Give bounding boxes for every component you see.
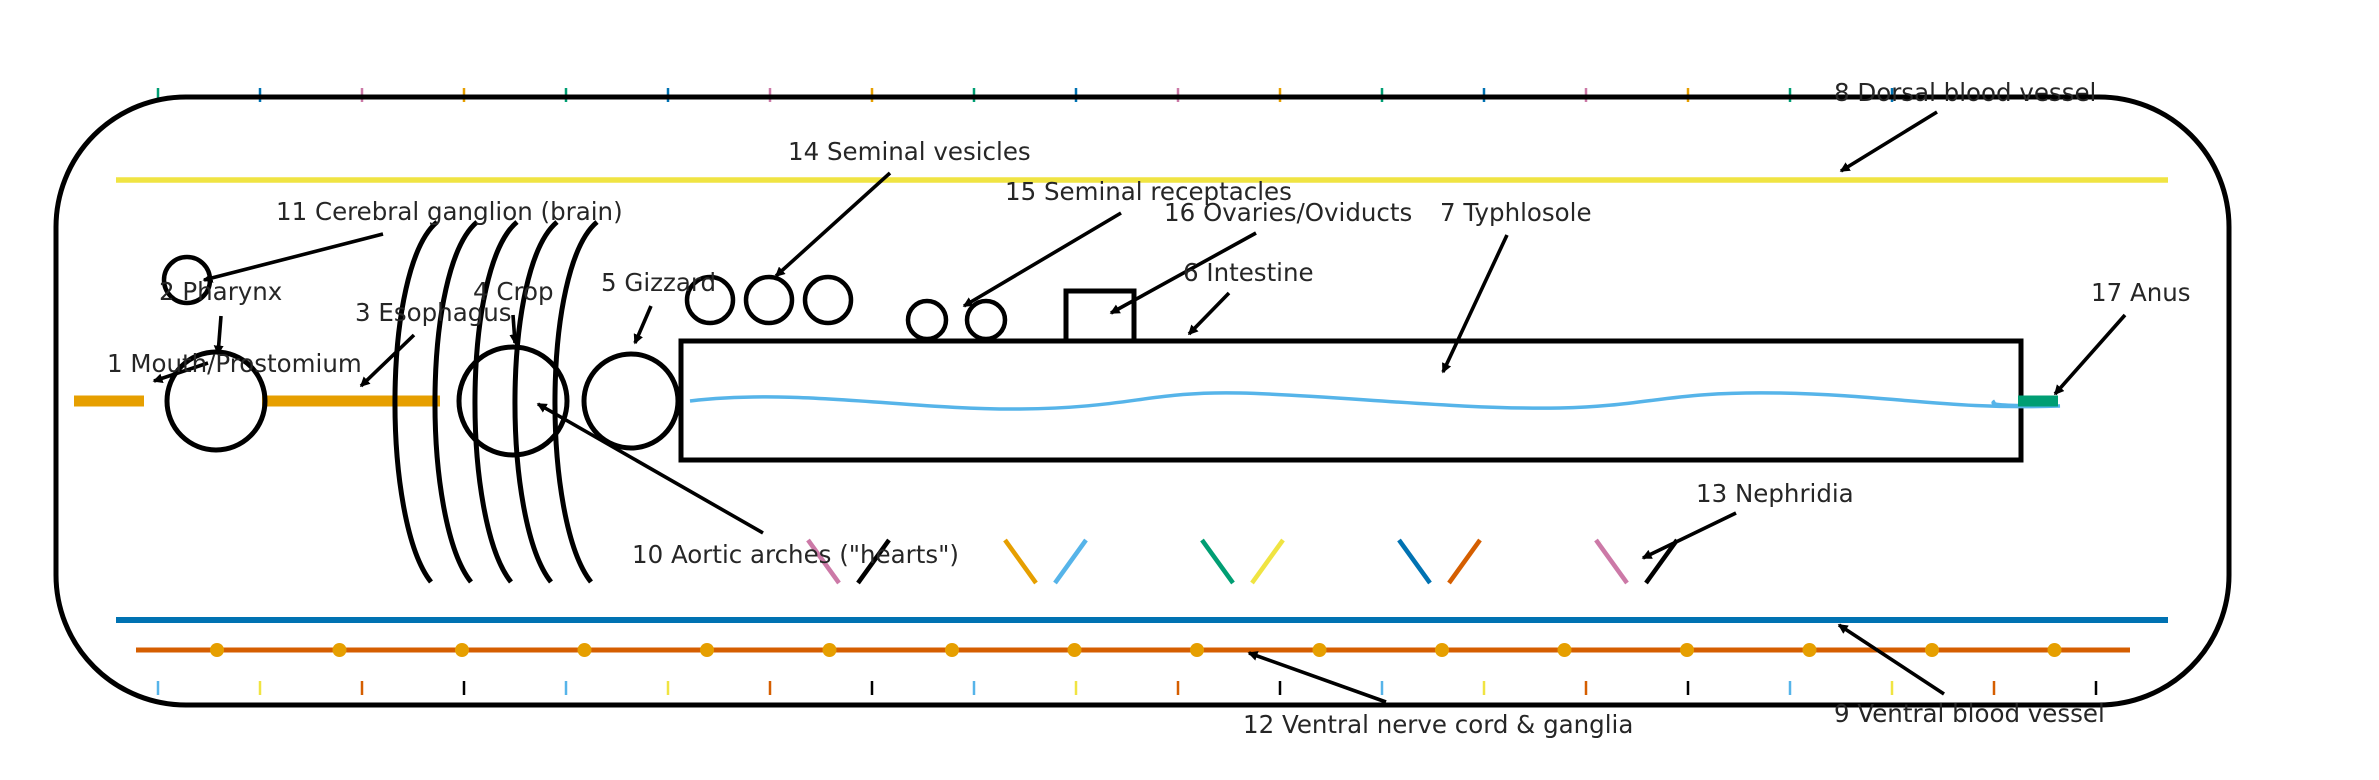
arrow-cerebral-ganglion (202, 232, 384, 283)
label-crop: 4 Crop (473, 277, 554, 306)
ganglion-dot (1190, 643, 1204, 657)
arrow-intestine (1187, 291, 1231, 336)
label-dorsal-vessel: 8 Dorsal blood vessel (1834, 78, 2096, 107)
seminal-vesicle-1 (684, 274, 736, 326)
label-mouth: 1 Mouth/Prostomium (107, 349, 362, 378)
arrow-aortic-arches (536, 402, 764, 535)
aortic-arches-group (392, 220, 599, 584)
nephridium (856, 538, 891, 585)
ganglion-dot (2047, 643, 2062, 657)
aortic-arch-3 (472, 220, 519, 584)
arrow-anus (2053, 313, 2127, 396)
ganglion-dot (822, 643, 837, 657)
nephridium (806, 538, 841, 585)
arrow-seminal-receptacles (962, 211, 1122, 308)
arrow-seminal-vesicles (774, 171, 892, 278)
arrow-nerve-cord (1247, 651, 1387, 704)
arrow-crop (509, 314, 520, 345)
nephridium (1003, 538, 1038, 585)
ganglion-dot (577, 643, 592, 657)
seminal-vesicle-2 (743, 274, 795, 326)
typhlosole-wave (689, 391, 2061, 411)
seminal-receptacle-1 (905, 298, 949, 342)
arrow-nephridia (1641, 511, 1737, 560)
ganglion-dot (1925, 643, 1939, 657)
ganglion-dot (945, 643, 959, 657)
ganglion-dot (1312, 643, 1327, 657)
label-anus: 17 Anus (2091, 278, 2191, 307)
label-ventral-vessel: 9 Ventral blood vessel (1834, 699, 2105, 728)
nephridium (1200, 538, 1235, 585)
labels: 1 Mouth/Prostomium 2 Pharynx 3 Esophagus… (107, 78, 2191, 739)
label-seminal-vesicles: 14 Seminal vesicles (788, 137, 1031, 166)
arrow-ventral-vessel (1837, 623, 1945, 696)
label-pharynx: 2 Pharynx (159, 277, 282, 306)
arrow-mouth (152, 361, 209, 384)
label-intestine: 6 Intestine (1183, 258, 1314, 287)
arrow-typhlosole (1441, 234, 1509, 374)
seminal-receptacle-2 (964, 298, 1008, 342)
label-cerebral-ganglion: 11 Cerebral ganglion (brain) (276, 197, 623, 226)
label-gizzard: 5 Gizzard (601, 268, 716, 297)
arrow-pharynx (213, 315, 224, 356)
nephridia-group (806, 538, 1679, 585)
ganglia-group (210, 643, 2062, 657)
nephridium (1644, 538, 1679, 585)
ganglion-dot (1557, 643, 1572, 657)
leader-arrows (152, 110, 2127, 704)
ganglion-dot (1802, 643, 1817, 657)
arrow-ovaries (1109, 231, 1257, 315)
nephridium (1053, 538, 1088, 585)
arrow-esophagus (359, 333, 416, 388)
label-ovaries: 16 Ovaries/Oviducts (1164, 198, 1412, 227)
ganglion-dot (1435, 643, 1449, 657)
aortic-arch-2 (432, 220, 479, 584)
nephridium (1397, 538, 1432, 585)
label-nerve-cord: 12 Ventral nerve cord & ganglia (1243, 710, 1633, 739)
arrow-dorsal-vessel (1839, 110, 1938, 173)
ganglion-dot (1067, 643, 1082, 657)
gizzard-circle (581, 351, 681, 451)
aortic-arch-5 (552, 220, 599, 584)
nephridium (1447, 538, 1482, 585)
label-seminal-receptacles: 15 Seminal receptacles (1005, 177, 1292, 206)
seminal-vesicle-3 (802, 274, 854, 326)
nephridium (1594, 538, 1629, 585)
label-typhlosole: 7 Typhlosole (1440, 198, 1592, 227)
crop-circle (456, 344, 570, 458)
aortic-arch-1 (392, 220, 439, 584)
aortic-arch-4 (512, 220, 559, 584)
ganglion-dot (1680, 643, 1694, 657)
body-outline (53, 94, 2232, 708)
nephridium (1250, 538, 1285, 585)
ganglion-dot (455, 643, 469, 657)
ganglion-dot (210, 643, 224, 657)
label-aortic-arches: 10 Aortic arches ("hearts") (632, 540, 959, 569)
ganglion-dot (332, 643, 347, 657)
ganglion-dot (700, 643, 714, 657)
ventral-segment-ticks (156, 681, 2098, 695)
label-nephridia: 13 Nephridia (1696, 479, 1854, 508)
ovaries-box (1063, 288, 1137, 344)
arrow-gizzard (633, 305, 653, 345)
label-esophagus: 3 Esophagus (355, 298, 512, 327)
